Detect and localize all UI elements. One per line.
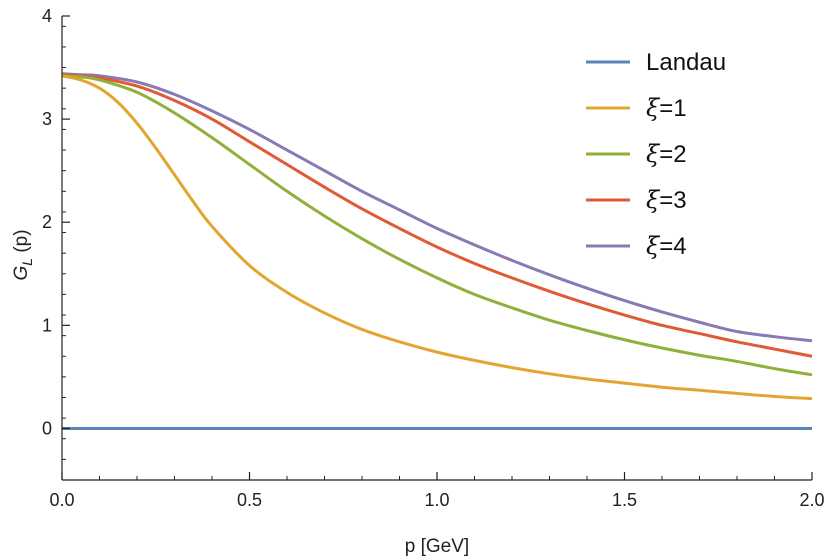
x-tick-label: 0.5 xyxy=(237,490,262,510)
y-axis-title-subscript: L xyxy=(19,258,35,266)
x-tick-label: 1.5 xyxy=(612,490,637,510)
y-tick-label: 0 xyxy=(42,418,52,438)
legend-label-4: ξ=3 xyxy=(646,186,687,214)
y-axis-title: GL (p) xyxy=(11,229,35,280)
x-tick-label: 1.0 xyxy=(424,490,449,510)
axes: 0.0 0.5 1.0 1.5 2.0 0 1 2 3 4 xyxy=(42,6,825,510)
legend-label-2: ξ=1 xyxy=(646,94,687,122)
y-tick-label: 4 xyxy=(42,6,52,26)
y-tick-label: 3 xyxy=(42,109,52,129)
series-line-2 xyxy=(61,74,813,401)
y-axis-title-rest: (p) xyxy=(11,229,32,258)
legend-label-3: ξ=2 xyxy=(646,140,687,168)
y-tick-label: 2 xyxy=(42,212,52,232)
plot-lines xyxy=(61,72,813,430)
y-axis-title-base: G xyxy=(11,266,32,281)
series-line-4 xyxy=(61,73,813,358)
x-axis-title: p [GeV] xyxy=(405,536,469,557)
legend-label-1: Landau xyxy=(646,49,726,76)
x-tick-label: 2.0 xyxy=(799,490,824,510)
series-line-3 xyxy=(61,74,813,377)
series-line-5 xyxy=(61,72,813,343)
legend-label-5: ξ=4 xyxy=(646,232,687,260)
y-tick-label: 1 xyxy=(42,315,52,335)
x-tick-label: 0.0 xyxy=(49,490,74,510)
legend: Landau ξ=1 ξ=2 ξ=3 ξ=4 xyxy=(586,49,726,260)
